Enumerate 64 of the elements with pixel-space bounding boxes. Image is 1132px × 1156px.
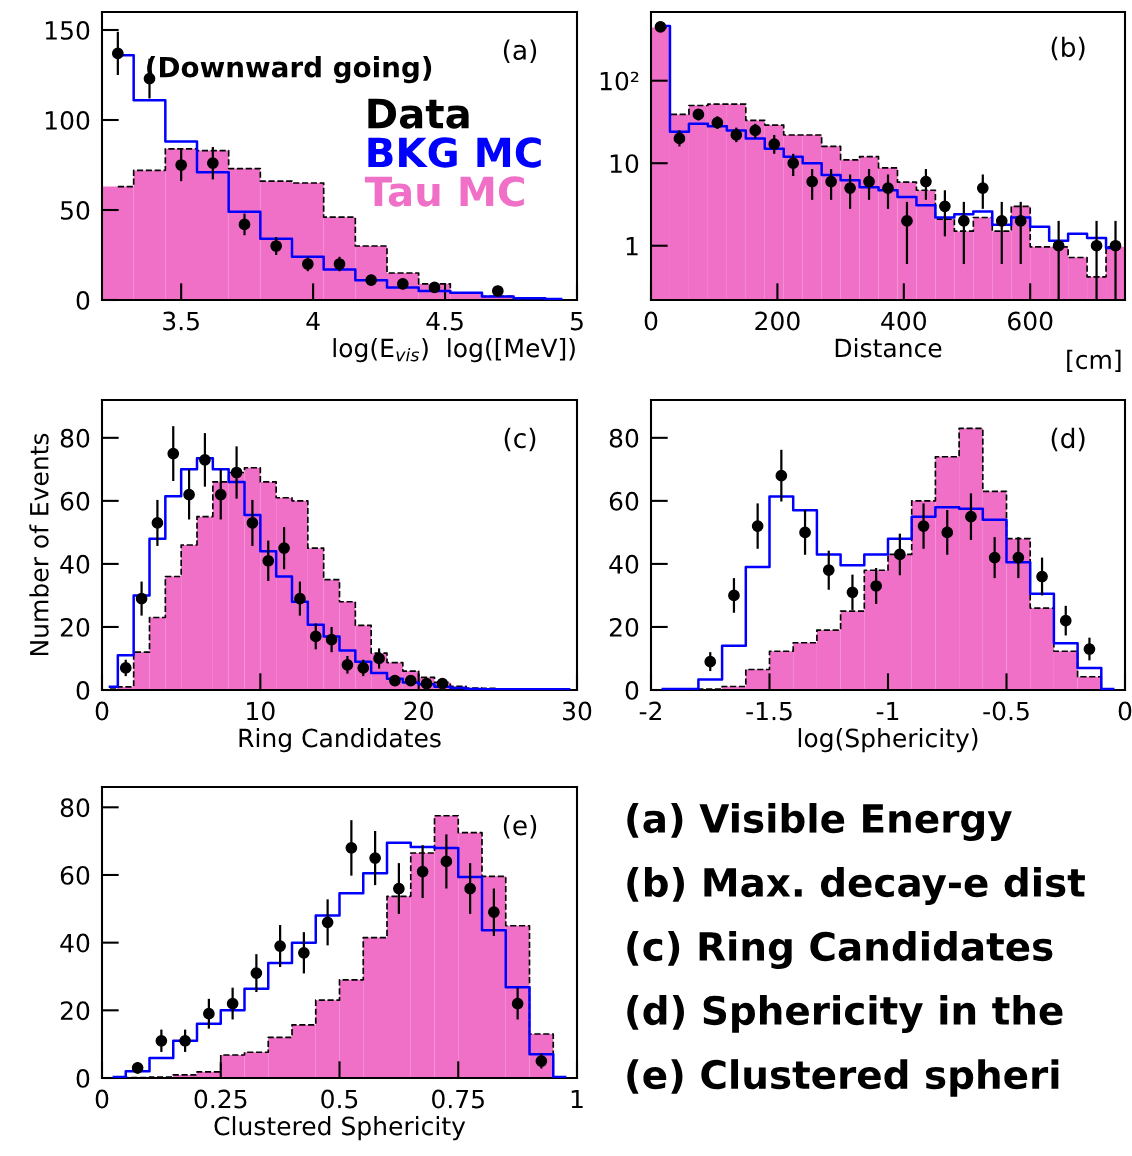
- y-tick-label: 40: [60, 933, 90, 953]
- x-tick-label: 4.5: [426, 311, 463, 331]
- x-axis-title: log(E$_{vis}$) log([MeV]): [333, 338, 575, 363]
- x-axis-title: Distance: [835, 338, 942, 358]
- x-tick-label: 0.5: [321, 1089, 358, 1109]
- y-tick-label: 1: [626, 237, 638, 256]
- y-tick-label: 80: [60, 428, 90, 448]
- x-tick-label: 400: [881, 311, 926, 331]
- x-tick-label: 0: [644, 311, 658, 331]
- y-tick-label: 60: [609, 491, 639, 511]
- x-tick-label: 0.25: [194, 1089, 247, 1109]
- y-tick-label: 20: [60, 617, 90, 637]
- y-axis-title: Number of Events: [29, 433, 49, 656]
- x-axis-title: Ring Candidates: [239, 728, 441, 753]
- y-tick-label: 0: [625, 680, 639, 700]
- text: (b) Max. decay-e dist: [627, 867, 1085, 905]
- y-tick-label: 60: [60, 491, 90, 511]
- x-tick-label: 0: [95, 1089, 109, 1109]
- x-tick-label: -2: [639, 701, 661, 721]
- x-tick-label: 600: [1008, 311, 1053, 331]
- y-tick-label: 40: [609, 554, 639, 574]
- x-tick-label: 5: [570, 311, 583, 331]
- text: BKG MC: [368, 137, 541, 168]
- y-tick-label: 0: [76, 1068, 90, 1088]
- text: (c) Ring Candidates: [627, 931, 1053, 969]
- x-tick-label: 20: [404, 701, 433, 721]
- y-tick-label: 20: [609, 617, 639, 637]
- y-tick-label: 0: [76, 680, 90, 700]
- annotation: (a): [503, 39, 537, 64]
- y-tick-label: 10²: [600, 71, 639, 91]
- x-tick-label: 10: [247, 701, 275, 721]
- x-tick-label: 4: [306, 311, 320, 331]
- y-tick-label: 80: [60, 798, 90, 818]
- x-tick-label: -1.5: [746, 701, 792, 721]
- x-tick-label: -0.5: [983, 701, 1029, 721]
- y-tick-label: 60: [60, 865, 90, 885]
- x-tick-label: 0: [95, 701, 109, 721]
- y-tick-label: 150: [45, 20, 90, 40]
- annotation: (c): [504, 427, 536, 452]
- y-tick-label: 20: [60, 1001, 90, 1021]
- x-tick-label: 1: [571, 1089, 583, 1109]
- x-tick-label: 0: [1118, 701, 1132, 721]
- text: Data: [368, 98, 469, 129]
- text: (a) Visible Energy: [627, 803, 1012, 841]
- x-tick-label: 3.5: [163, 311, 199, 331]
- y-tick-label: 40: [60, 554, 90, 574]
- annotation: (d): [1051, 427, 1085, 452]
- annotation: (e): [503, 815, 537, 839]
- x-tick-label: -1: [876, 701, 899, 721]
- text: [cm]: [1067, 349, 1121, 373]
- series-label: Tau MC: [364, 176, 524, 207]
- y-tick-label: 50: [61, 200, 90, 220]
- annotation: (b): [1051, 36, 1085, 61]
- text: (e) Clustered spheri: [627, 1059, 1059, 1097]
- x-tick-label: 30: [563, 701, 592, 721]
- y-tick-label: 10: [610, 154, 639, 174]
- y-tick-label: 80: [609, 428, 639, 448]
- x-tick-label: 0.75: [432, 1089, 484, 1109]
- y-tick-label: 0: [76, 290, 90, 310]
- y-tick-label: 100: [45, 110, 90, 130]
- x-tick-label: 200: [755, 311, 800, 331]
- text: (d) Sphericity in the: [627, 995, 1063, 1033]
- x-axis-title: Clustered Sphericity: [214, 1116, 466, 1141]
- x-axis-title: log(Sphericity): [798, 728, 978, 753]
